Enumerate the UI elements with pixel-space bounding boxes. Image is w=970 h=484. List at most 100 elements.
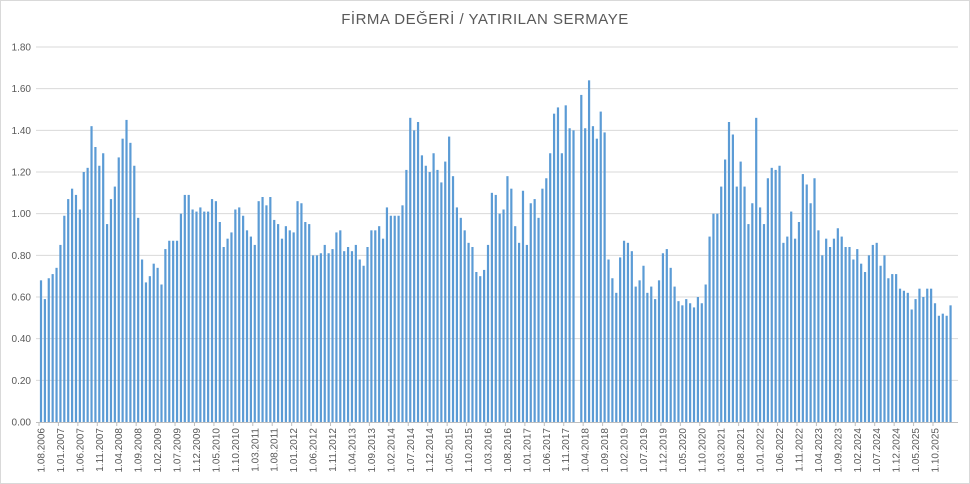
bar [549,153,552,422]
bar [242,215,245,422]
x-tick-label: 1.11.2007 [95,428,106,472]
x-tick-label: 1.03.2011 [250,428,261,472]
x-tick-label: 1.04.2013 [347,428,358,473]
y-tick-label: 0.80 [12,251,32,262]
bar [914,299,917,422]
x-tick-label: 1.12.2014 [425,428,436,473]
bar [875,242,878,422]
bar [94,147,97,422]
bar [871,244,874,422]
bar [137,217,140,422]
bar [584,128,587,422]
bar [463,230,466,422]
bar [856,249,859,422]
bar [370,230,373,422]
bar [226,238,229,422]
bar [471,247,474,422]
bar [98,165,101,422]
bar [669,267,672,422]
y-tick-label: 1.60 [12,84,32,95]
bar [164,249,167,422]
bar [556,107,560,423]
bar [90,126,93,423]
bar [692,307,696,422]
bar [922,297,925,422]
bar [335,232,338,422]
x-tick-label: 1.04.2018 [581,428,592,473]
bar [619,257,622,422]
bar [486,244,490,422]
bar [121,138,124,422]
bar [747,224,750,422]
bar [552,113,556,423]
bar [673,286,676,422]
x-tick-label: 1.07.2024 [872,428,883,473]
bar [125,119,128,423]
bar [148,276,151,422]
bar [358,259,361,422]
bar [587,80,591,422]
bar [245,230,249,422]
x-tick-label: 1.02.2024 [853,428,864,473]
bar [86,167,89,422]
bar [187,194,190,422]
bar [700,303,703,422]
bar [207,211,210,422]
bar [420,155,424,423]
bar [630,251,633,422]
bar [739,161,742,423]
bar [483,269,486,422]
bar [51,274,54,422]
bar [626,242,630,422]
bar [751,203,754,422]
bar [195,211,198,422]
y-tick-label: 1.00 [12,209,32,220]
bar [949,305,952,422]
bar [444,161,447,423]
bar [654,299,657,422]
y-tick-label: 0.40 [12,334,32,345]
bar [448,136,451,423]
bar [269,197,272,422]
bar [416,122,420,422]
bar [731,134,734,422]
bar [533,199,536,422]
bar [646,292,649,422]
bar [191,209,194,422]
bar [591,126,595,423]
bar [518,242,521,422]
x-tick-label: 1.02.2009 [153,428,164,473]
bar [665,249,668,422]
bar [611,278,614,422]
bar [502,209,505,422]
y-tick-label: 1.40 [12,126,32,137]
bar [863,272,867,422]
bar [716,213,719,422]
bar [284,226,287,422]
x-axis: 1.08.2006 1.01.2007 1.06.2007 1.11.2007 1.04… [36,422,958,473]
bar [280,238,284,422]
bar [436,169,439,422]
bar [140,259,144,422]
bar [817,230,820,422]
bar [39,280,43,422]
bar [129,142,132,423]
bar [537,217,540,422]
bar [490,192,493,422]
bar [428,172,431,422]
bar [350,251,354,422]
bar [941,313,944,422]
bar [451,176,455,422]
bar [55,267,58,422]
x-tick-label: 1.08.2011 [270,428,281,472]
bar [218,222,221,422]
bar [253,244,256,422]
bar [109,199,113,422]
bar-series [39,80,952,423]
bar [821,255,824,422]
bar [790,211,793,422]
x-tick-label: 1.07.2014 [406,428,417,473]
bar [203,211,206,422]
bar [102,153,105,422]
bar [809,203,812,422]
